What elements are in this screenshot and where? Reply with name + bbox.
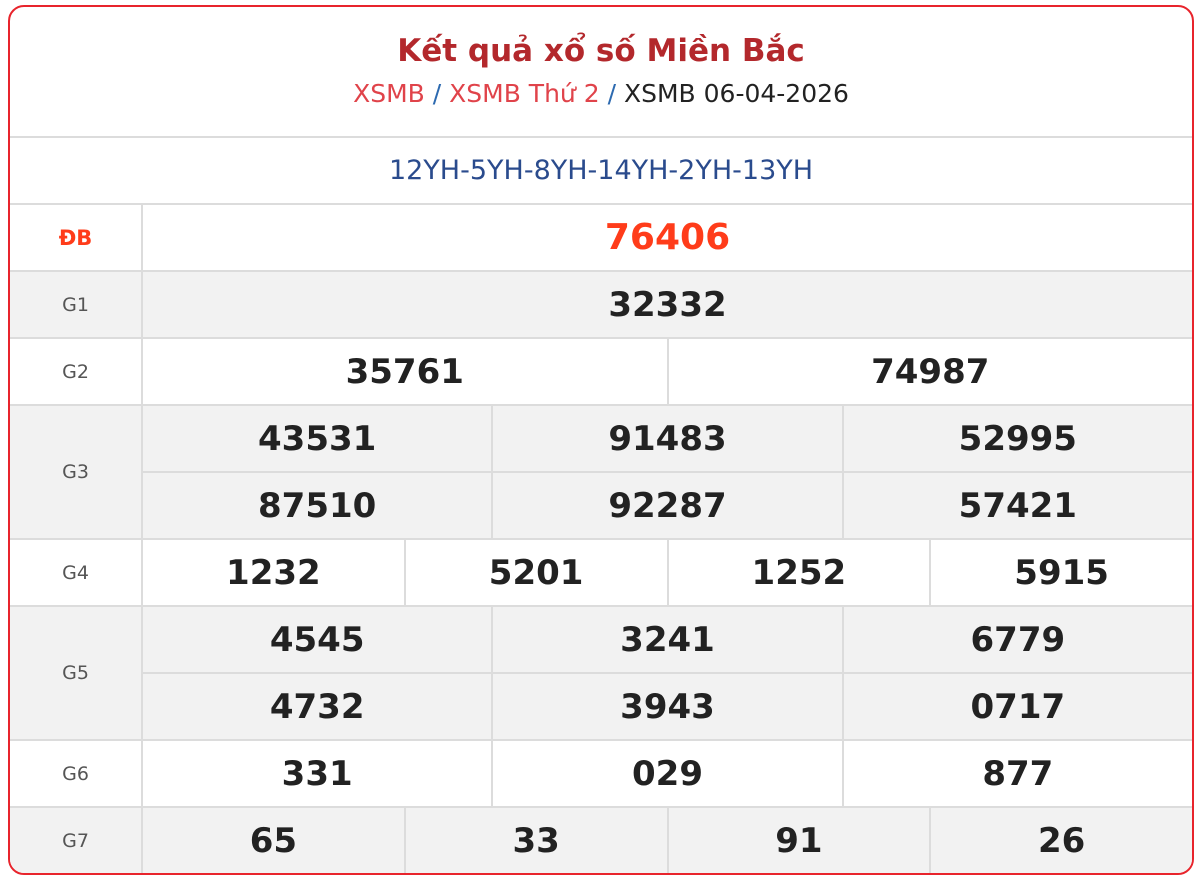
special-prize-number: 76406 <box>604 217 731 258</box>
prize-number: 6779 <box>841 607 1192 672</box>
prize-number: 3943 <box>491 674 841 739</box>
prize-number: 91 <box>666 808 930 873</box>
prize-number: 92287 <box>491 473 841 538</box>
prize-label: G2 <box>10 339 143 404</box>
prize-number: 57421 <box>841 473 1192 538</box>
prize-row-g7: G7 65 33 91 26 <box>10 808 1192 873</box>
prize-number: 4732 <box>269 686 365 727</box>
breadcrumb-separator: / <box>432 79 442 108</box>
page-title: Kết quả xổ số Miền Bắc <box>397 33 805 69</box>
prize-row-g3: G3 43531 91483 52995 87510 92287 57421 <box>10 406 1192 540</box>
prize-number: 87510 <box>258 485 377 526</box>
prize-row-g2: G2 35761 74987 <box>10 339 1192 406</box>
prize-label: ĐB <box>10 205 143 270</box>
prize-number: 91483 <box>491 406 841 471</box>
breadcrumb-separator: / <box>607 79 617 108</box>
prize-number: 4545 <box>269 619 365 660</box>
prize-label: G3 <box>10 406 143 538</box>
prize-number: 52995 <box>841 406 1192 471</box>
prize-number: 33 <box>403 808 667 873</box>
prize-number: 029 <box>491 741 841 806</box>
prize-number: 3241 <box>491 607 841 672</box>
prize-label: G5 <box>10 607 143 739</box>
prize-number: 331 <box>281 753 353 794</box>
prize-number: 5915 <box>929 540 1192 605</box>
draw-codes: 12YH-5YH-8YH-14YH-2YH-13YH <box>10 138 1192 205</box>
breadcrumb-current: XSMB 06-04-2026 <box>623 79 849 108</box>
prize-label: G1 <box>10 272 143 337</box>
prize-row-g5: G5 4545 3241 6779 4732 3943 0717 <box>10 607 1192 741</box>
breadcrumb: XSMB / XSMB Thứ 2 / XSMB 06-04-2026 <box>10 77 1192 111</box>
prize-row-g4: G4 1232 5201 1252 5915 <box>10 540 1192 607</box>
prize-row-g1: G1 32332 <box>10 272 1192 339</box>
prize-number: 1232 <box>226 552 321 593</box>
prize-number: 26 <box>929 808 1192 873</box>
prize-number: 35761 <box>345 351 464 392</box>
prize-number: 0717 <box>841 674 1192 739</box>
prize-number: 5201 <box>403 540 667 605</box>
prize-number: 65 <box>249 820 298 861</box>
results-header: Kết quả xổ số Miền Bắc XSMB / XSMB Thứ 2… <box>10 7 1192 138</box>
prize-number: 32332 <box>608 284 727 325</box>
prize-label: G6 <box>10 741 143 806</box>
breadcrumb-xsmb-thu-2[interactable]: XSMB Thứ 2 <box>449 79 600 108</box>
prize-number: 1252 <box>666 540 930 605</box>
prize-number: 43531 <box>258 418 377 459</box>
prize-label: G7 <box>10 808 143 873</box>
prize-row-g6: G6 331 029 877 <box>10 741 1192 808</box>
breadcrumb-xsmb[interactable]: XSMB <box>353 79 425 108</box>
prize-row-db: ĐB 76406 <box>10 205 1192 272</box>
results-card: Kết quả xổ số Miền Bắc XSMB / XSMB Thứ 2… <box>8 5 1194 875</box>
prize-number: 74987 <box>666 339 1193 404</box>
prize-label: G4 <box>10 540 143 605</box>
prize-number: 877 <box>841 741 1192 806</box>
